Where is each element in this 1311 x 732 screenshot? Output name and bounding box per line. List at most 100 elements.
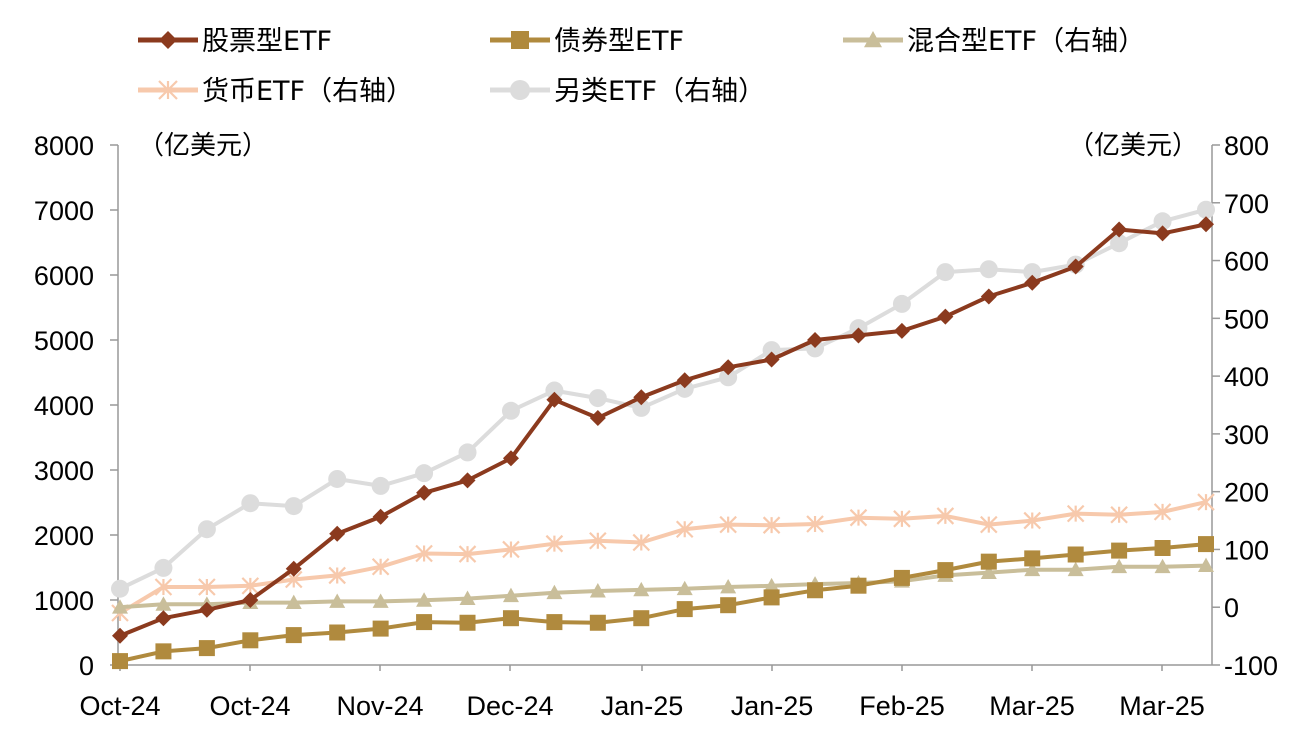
data-point bbox=[1197, 200, 1215, 219]
left-tick-label: 5000 bbox=[34, 326, 94, 356]
data-point bbox=[936, 507, 955, 525]
data-point bbox=[720, 359, 737, 376]
data-point bbox=[501, 401, 520, 420]
data-point bbox=[197, 520, 216, 539]
data-point bbox=[112, 599, 128, 614]
legend-item: 债券型ETF bbox=[490, 26, 684, 57]
x-tick-label: Jan-25 bbox=[601, 691, 684, 721]
left-tick-label: 0 bbox=[79, 651, 94, 681]
data-point bbox=[1110, 234, 1129, 253]
data-point bbox=[155, 596, 172, 611]
data-point bbox=[372, 593, 389, 608]
data-point bbox=[1023, 263, 1042, 282]
data-point bbox=[936, 263, 955, 282]
legend-item: 货币ETF（右轴） bbox=[138, 76, 413, 107]
data-point bbox=[1023, 511, 1042, 530]
data-point bbox=[1110, 506, 1128, 524]
left-tick-label: 2000 bbox=[34, 521, 94, 551]
x-tick-label: Jan-25 bbox=[731, 691, 814, 721]
data-point bbox=[1154, 558, 1171, 574]
data-point bbox=[980, 564, 997, 579]
data-point bbox=[589, 583, 606, 598]
data-point bbox=[459, 472, 476, 489]
data-point bbox=[849, 508, 868, 527]
data-point bbox=[807, 332, 824, 348]
legend-label: 货币ETF（右轴） bbox=[202, 76, 413, 107]
data-point bbox=[328, 566, 346, 585]
data-point bbox=[372, 620, 389, 637]
data-point bbox=[1111, 542, 1128, 559]
legend-label: 股票型ETF bbox=[202, 26, 332, 57]
series-line bbox=[118, 500, 1207, 615]
right-tick-label: 800 bbox=[1224, 131, 1269, 161]
legend-marker bbox=[511, 31, 529, 49]
data-point bbox=[416, 592, 433, 607]
series-2 bbox=[112, 557, 1214, 614]
right-axis-unit: （亿美元） bbox=[1068, 131, 1198, 161]
series-line bbox=[119, 563, 1207, 610]
data-point bbox=[589, 532, 607, 550]
data-point bbox=[545, 381, 564, 400]
data-point bbox=[285, 594, 302, 609]
data-point bbox=[416, 484, 433, 501]
legend-marker bbox=[159, 31, 177, 49]
data-point bbox=[154, 558, 173, 577]
data-point bbox=[720, 597, 737, 614]
plot-area bbox=[111, 200, 1215, 670]
data-point bbox=[546, 584, 563, 600]
data-point bbox=[154, 578, 173, 596]
x-tick-label: Oct-24 bbox=[209, 691, 290, 721]
data-point bbox=[155, 643, 172, 660]
data-point bbox=[459, 614, 476, 631]
data-point bbox=[719, 515, 737, 534]
data-point bbox=[632, 533, 651, 552]
data-point bbox=[589, 410, 606, 426]
x-tick-label: Feb-25 bbox=[859, 691, 945, 721]
left-tick-label: 6000 bbox=[34, 261, 94, 291]
right-tick-label: 500 bbox=[1224, 304, 1269, 334]
data-point bbox=[285, 627, 302, 644]
data-point bbox=[1198, 557, 1214, 573]
left-tick-label: 7000 bbox=[34, 196, 94, 226]
data-point bbox=[1198, 216, 1214, 233]
x-tick-label: Mar-25 bbox=[1119, 691, 1205, 721]
data-point bbox=[285, 560, 302, 577]
data-point bbox=[980, 288, 997, 305]
legend-item: 另类ETF（右轴） bbox=[490, 76, 765, 107]
data-point bbox=[415, 544, 433, 563]
left-tick-label: 4000 bbox=[34, 391, 94, 421]
legend-marker bbox=[864, 31, 882, 48]
data-point bbox=[242, 632, 259, 649]
right-tick-label: 400 bbox=[1224, 362, 1269, 392]
data-point bbox=[893, 322, 910, 339]
legend-marker bbox=[158, 80, 178, 100]
data-point bbox=[112, 653, 128, 670]
data-point bbox=[546, 614, 563, 631]
series-1 bbox=[112, 536, 1214, 670]
legend-item: 股票型ETF bbox=[138, 26, 332, 57]
x-tick-label: Mar-25 bbox=[989, 691, 1075, 721]
data-point bbox=[850, 327, 867, 344]
data-point bbox=[588, 389, 607, 408]
x-tick-label: Dec-24 bbox=[466, 691, 553, 721]
data-point bbox=[458, 443, 477, 462]
data-point bbox=[416, 614, 433, 631]
right-tick-label: 600 bbox=[1224, 247, 1269, 277]
data-point bbox=[329, 525, 346, 542]
x-tick-label: Oct-24 bbox=[79, 691, 160, 721]
data-point bbox=[546, 391, 563, 408]
data-point bbox=[676, 580, 693, 596]
right-tick-label: -100 bbox=[1224, 651, 1278, 681]
data-point bbox=[589, 614, 606, 631]
data-point bbox=[633, 581, 650, 597]
data-point bbox=[980, 515, 998, 534]
series-3 bbox=[111, 493, 1215, 622]
data-point bbox=[241, 577, 260, 595]
axes: 0 1000 2000 3000 4000 5000 6000 7000 8000 -100 0 10… bbox=[34, 131, 1278, 721]
legend-marker bbox=[510, 80, 530, 100]
data-point bbox=[763, 351, 780, 368]
data-point bbox=[545, 534, 564, 553]
data-point bbox=[241, 494, 260, 513]
data-point bbox=[1024, 561, 1041, 577]
